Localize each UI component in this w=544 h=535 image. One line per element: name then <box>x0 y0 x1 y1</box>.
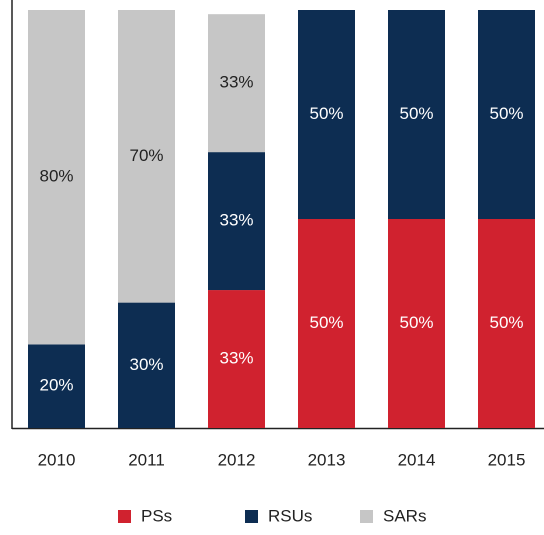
bar-segment <box>298 10 355 219</box>
value-label: 30% <box>129 355 163 374</box>
value-label: 50% <box>399 313 433 332</box>
bar-segment <box>118 302 175 428</box>
value-label: 33% <box>219 73 253 92</box>
bar-segment <box>478 10 535 219</box>
bar-segment <box>388 10 445 219</box>
value-label: 50% <box>309 313 343 332</box>
bar-segment <box>208 290 265 428</box>
x-tick-label: 2014 <box>398 450 436 469</box>
value-label: 50% <box>309 104 343 123</box>
bar-segment <box>118 10 175 303</box>
bar-segment <box>298 219 355 428</box>
x-tick-label: 2010 <box>38 450 76 469</box>
value-label: 33% <box>219 349 253 368</box>
legend-swatch <box>118 510 131 523</box>
value-label: 50% <box>399 104 433 123</box>
value-label: 80% <box>39 167 73 186</box>
bar-segment <box>388 219 445 428</box>
legend-swatch <box>360 510 373 523</box>
value-label: 70% <box>129 146 163 165</box>
x-tick-label: 2013 <box>308 450 346 469</box>
bar-segment <box>208 14 265 153</box>
x-tick-label: 2011 <box>128 450 165 469</box>
value-label: 20% <box>39 376 73 395</box>
legend-label: SARs <box>383 506 426 525</box>
legend-label: RSUs <box>268 506 312 525</box>
value-label: 50% <box>489 104 523 123</box>
x-tick-label: 2012 <box>218 450 256 469</box>
value-label: 33% <box>219 211 253 230</box>
bar-segment <box>208 152 265 291</box>
bar-segment <box>478 219 535 428</box>
bar-segment <box>28 10 85 345</box>
value-label: 50% <box>489 313 523 332</box>
bar-segment <box>28 344 85 428</box>
legend-swatch <box>245 510 258 523</box>
x-tick-label: 2015 <box>488 450 526 469</box>
legend-label: PSs <box>141 506 172 525</box>
